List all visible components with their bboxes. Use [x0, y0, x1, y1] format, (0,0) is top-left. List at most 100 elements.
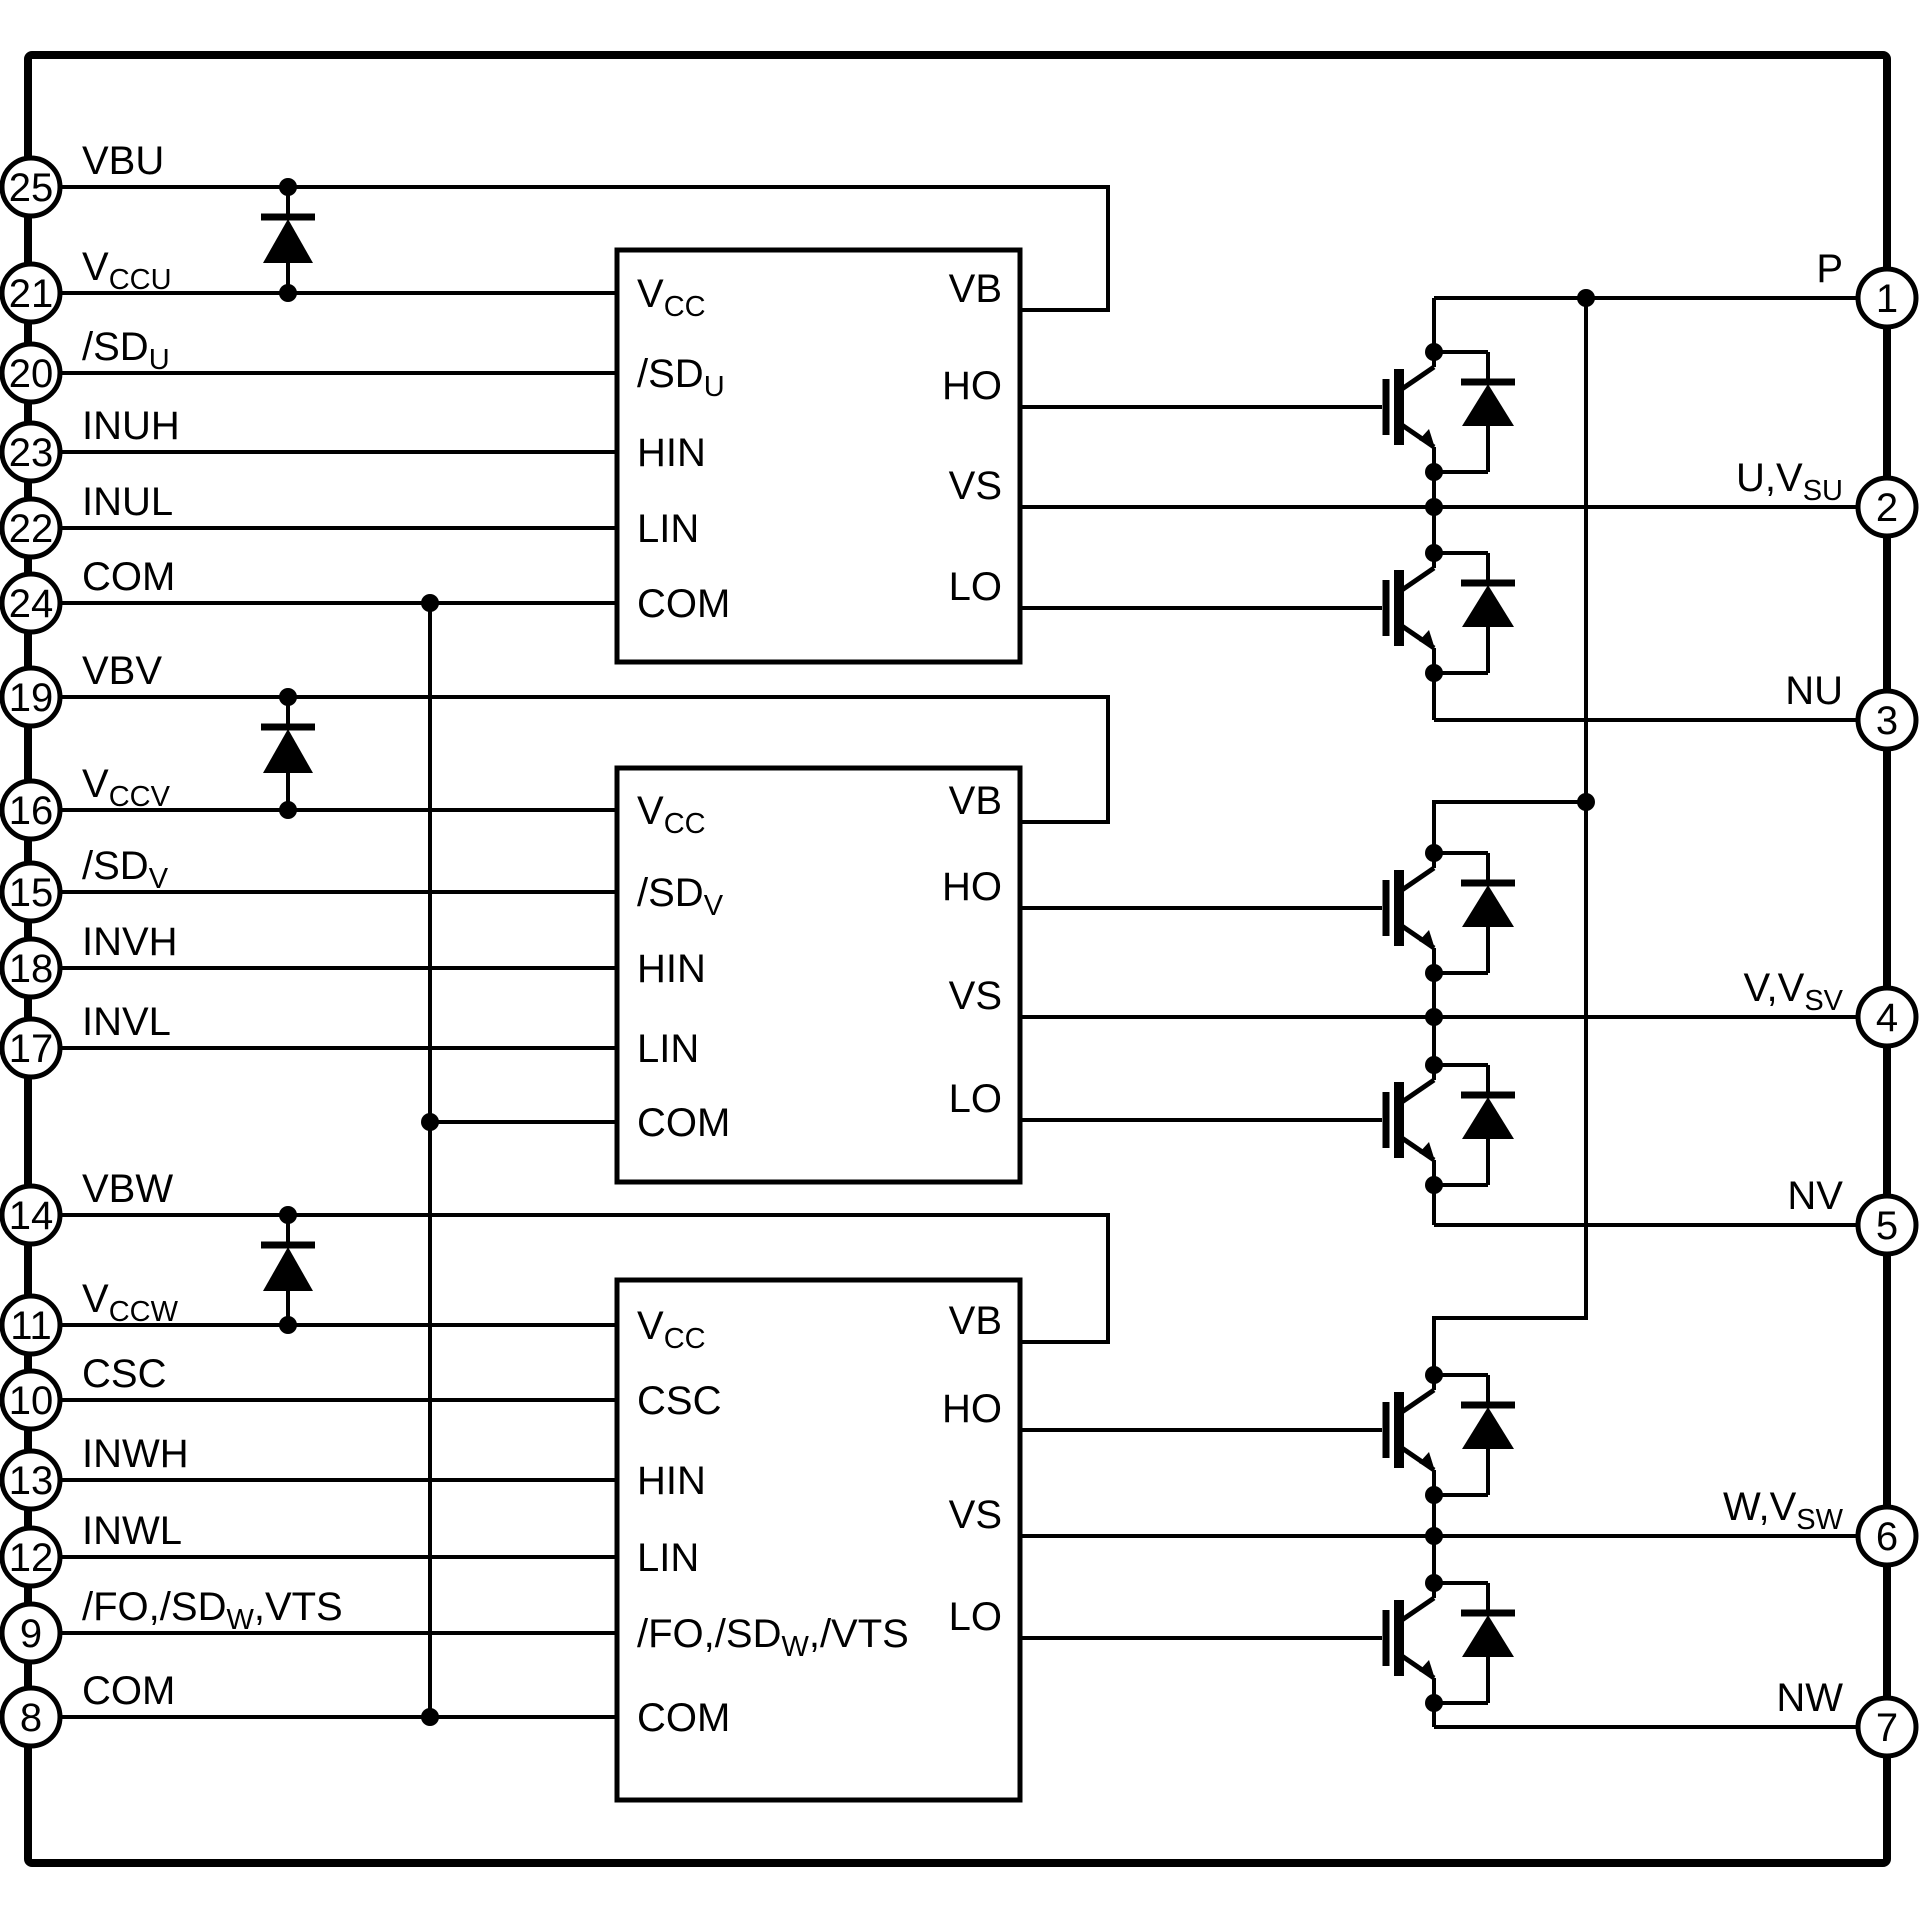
gate-driver-u-pin-label: HO — [942, 364, 1002, 408]
gate-driver-v-pin-label: LO — [949, 1077, 1002, 1121]
pin-label-8: COM — [82, 1669, 175, 1713]
emitter-node-dot — [1425, 964, 1443, 982]
wire-vbw-to-vb — [60, 1213, 1110, 1344]
pin-label-9: /FO,/SDW,VTS — [82, 1585, 343, 1636]
gate-driver-v-pin-label: LIN — [637, 1027, 699, 1071]
pin-label-10: CSC — [82, 1352, 166, 1396]
gate-driver-w-pin-label: VB — [949, 1299, 1002, 1343]
gate-driver-u-pin-label: LO — [949, 565, 1002, 609]
pin-label-4: V,VSV — [1744, 966, 1844, 1017]
igbt-collector-lead — [1397, 1077, 1436, 1107]
pin-circle-4 — [1855, 985, 1919, 1049]
junction-dot — [279, 801, 297, 819]
pin-circle-16 — [0, 778, 63, 842]
igbt-collector-lead — [1397, 1387, 1436, 1417]
pin-number-5: 5 — [1876, 1204, 1898, 1248]
pin-number-16: 16 — [9, 789, 54, 833]
pin-label-6: W,VSW — [1723, 1485, 1844, 1536]
pin-number-20: 20 — [9, 352, 54, 396]
wire-vbu-to-vb — [60, 185, 1110, 312]
gate-driver-v-pin-label: /SDV — [637, 871, 724, 922]
pin-number-12: 12 — [9, 1536, 54, 1580]
pin-label-1: P — [1816, 247, 1843, 291]
pin-circle-18 — [0, 936, 63, 1000]
emitter-node-dot — [1425, 463, 1443, 481]
wire-vbv-to-vb — [60, 695, 1110, 824]
junction-dot — [1425, 498, 1443, 516]
igbt-collector-lead — [1397, 865, 1436, 895]
pin-circle-11 — [0, 1293, 63, 1357]
left-pin-21: 21 VCCU — [0, 245, 172, 325]
pin-label-7: NW — [1776, 1676, 1843, 1720]
left-pin-19: 19 VBV — [0, 649, 162, 729]
diode-triangle — [263, 1247, 313, 1291]
collector-node-dot — [1425, 1366, 1443, 1384]
pin-label-17: INVL — [82, 1000, 171, 1044]
right-pin-5: 5 NV — [1787, 1174, 1919, 1257]
pin-label-11: VCCW — [82, 1277, 179, 1328]
emitter-node-dot — [1425, 1176, 1443, 1194]
left-pin-11: 11 VCCW — [0, 1277, 179, 1357]
right-pin-6: 6 W,VSW — [1723, 1485, 1919, 1568]
collector-node-dot — [1425, 844, 1443, 862]
igbt-u-high — [1382, 298, 1515, 507]
pin-label-25: VBU — [82, 139, 164, 183]
bootstrap-diodes — [261, 178, 315, 1334]
junction-dots — [421, 289, 1595, 1726]
pin-number-14: 14 — [9, 1194, 54, 1238]
pin-circle-19 — [0, 665, 63, 729]
gate-driver-w-pin-label: COM — [637, 1696, 730, 1740]
left-pin-22: 22 INUL — [0, 480, 173, 560]
gate-driver-u-box — [614, 247, 1023, 665]
driver-blocks: VCC/SDU HIN LIN COM VB HO VS LO VCC/SDV HIN LIN COM… — [614, 247, 1023, 1803]
left-pin-17: 17 INVL — [0, 1000, 171, 1080]
igbt-v-low — [1382, 1017, 1515, 1225]
gate-driver-u-pin-label: LIN — [637, 507, 699, 551]
junction-dot — [421, 1708, 439, 1726]
pin-number-10: 10 — [9, 1379, 54, 1423]
pin-number-8: 8 — [20, 1696, 42, 1740]
pin-circle-6 — [1855, 1504, 1919, 1568]
pin-number-21: 21 — [9, 272, 54, 316]
igbt-collector-lead — [1397, 565, 1436, 595]
pin-number-23: 23 — [9, 431, 54, 475]
pin-circle-5 — [1855, 1193, 1919, 1257]
pin-circle-17 — [0, 1016, 63, 1080]
igbt-w-low — [1382, 1536, 1515, 1727]
pin-circle-20 — [0, 341, 63, 405]
junction-dot — [421, 594, 439, 612]
right-pin-2: 2 U,VSU — [1736, 456, 1919, 539]
pin-circle-21 — [0, 261, 63, 325]
pin-number-13: 13 — [9, 1459, 54, 1503]
pin-label-19: VBV — [82, 649, 162, 693]
pin-label-20: /SDU — [82, 325, 170, 376]
igbt-collector-lead — [1397, 1595, 1436, 1625]
wire-p-branch-v — [1432, 800, 1586, 853]
left-pins: 25VBU21VCCU20/SDU23INUH22INUL24COM19VBV1… — [0, 139, 343, 1749]
pin-label-12: INWL — [82, 1509, 182, 1553]
pin-number-9: 9 — [20, 1612, 42, 1656]
pin-label-15: /SDV — [82, 844, 169, 895]
igbt-v-high — [1382, 802, 1515, 1017]
gate-driver-v-pin-label: HIN — [637, 947, 706, 991]
igbt-collector-lead — [1397, 364, 1436, 394]
pin-label-14: VBW — [82, 1167, 173, 1211]
fwd-triangle — [1462, 1407, 1514, 1449]
igbt-cells — [1382, 298, 1515, 1727]
pin-number-3: 3 — [1876, 699, 1898, 743]
pin-number-19: 19 — [9, 676, 54, 720]
igbt-emitter-arrow — [1419, 429, 1435, 448]
left-pin-8: 8 COM — [0, 1669, 175, 1749]
gate-driver-w-pin-label: /FO,/SDW,/VTS — [637, 1612, 909, 1663]
junction-dot — [1425, 1008, 1443, 1026]
junction-dot — [1577, 289, 1595, 307]
pin-circle-15 — [0, 860, 63, 924]
pin-circle-22 — [0, 496, 63, 560]
gate-driver-u: VCC/SDU HIN LIN COM VB HO VS LO — [614, 247, 1023, 665]
igbt-emitter-arrow — [1419, 1142, 1435, 1161]
igbt-u-low — [1382, 507, 1515, 720]
pin-circle-14 — [0, 1183, 63, 1247]
pin-number-7: 7 — [1876, 1706, 1898, 1750]
